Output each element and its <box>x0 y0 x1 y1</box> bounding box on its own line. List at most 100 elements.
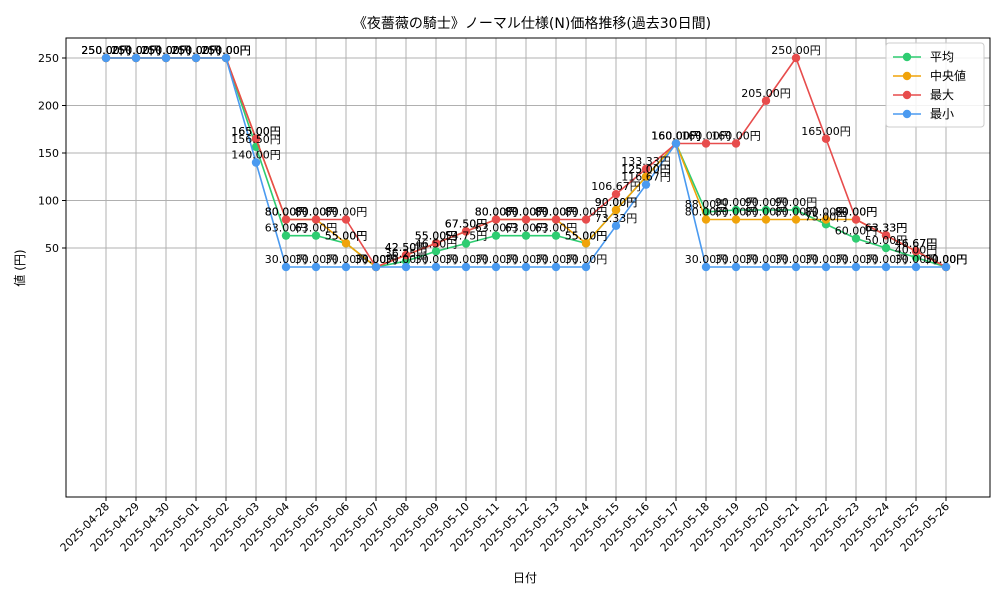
series-0-data-label: 46.50円 <box>415 237 458 250</box>
series-0-data-label: 50.00円 <box>865 234 908 247</box>
series-1-data-label: 250.00円 <box>81 44 131 57</box>
series-3-data-label: 30.00円 <box>445 253 488 266</box>
series-2-point <box>251 134 261 143</box>
series-3-point <box>641 180 651 189</box>
series-3-data-label: 30.00円 <box>925 253 968 266</box>
series-2-point <box>401 250 411 260</box>
series-3-point <box>581 262 591 272</box>
series-3-point <box>671 139 681 148</box>
series-3-data-label: 30.00円 <box>355 253 398 266</box>
series-1-data-label: 80.00円 <box>835 206 878 219</box>
series-0-data-label: 250.00円 <box>111 44 161 57</box>
series-1-data-label: 80.00円 <box>475 206 518 219</box>
series-0-data-label: 63.00円 <box>535 222 578 235</box>
data-labels: 250.00円250.00円250.00円250.00円250.00円156.5… <box>81 44 967 266</box>
series-0-data-label: 90.00円 <box>715 196 758 209</box>
series-3-data-label: 30.00円 <box>265 253 308 266</box>
series-2-data-label: 80.00円 <box>295 206 338 219</box>
series-1-data-label: 80.00円 <box>745 206 788 219</box>
series-1-data-label: 250.00円 <box>171 44 221 57</box>
series-2-point <box>851 215 861 224</box>
series-2-point <box>821 134 831 143</box>
series-3-point <box>461 262 471 272</box>
series-2-data-label: 80.00円 <box>325 206 368 219</box>
series-3-data-label: 73.33円 <box>595 212 638 225</box>
series-3-data-label: 30.00円 <box>505 253 548 266</box>
series-3-point <box>821 262 831 272</box>
series-2-point <box>551 215 561 224</box>
series-0-data-label: 90.00円 <box>595 196 638 209</box>
series-1-data-label: 30.00円 <box>925 253 968 266</box>
series-0-data-label: 125.00円 <box>621 163 671 176</box>
series-3-data-label: 30.00円 <box>295 253 338 266</box>
series-3-point <box>611 221 621 231</box>
series-2-point <box>881 231 891 240</box>
series-2-data-label: 30.00円 <box>355 253 398 266</box>
series-3-data-label: 250.00円 <box>201 44 251 57</box>
series-1-data-label: 42.50円 <box>385 241 428 254</box>
series-0-data-label: 55.00円 <box>565 229 608 242</box>
series-1-data-label: 30.00円 <box>355 253 398 266</box>
series-2-data-label: 250.00円 <box>81 44 131 57</box>
series-3-data-label: 30.00円 <box>565 253 608 266</box>
y-tick-label: 150 <box>38 147 59 160</box>
series-2-data-label: 250.00円 <box>141 44 191 57</box>
series-3-point <box>911 262 921 272</box>
series-2-data-label: 205.00円 <box>741 87 791 100</box>
series-0-data-label: 250.00円 <box>171 44 221 57</box>
series-2-point <box>491 215 501 224</box>
series-0-data-label: 55.00円 <box>325 229 368 242</box>
series-2-point <box>911 246 921 256</box>
series-1-data-label: 250.00円 <box>201 44 251 57</box>
series-1-data-label: 250.00円 <box>111 44 161 57</box>
series-0-data-label: 250.00円 <box>81 44 131 57</box>
series-1-data-label: 55.00円 <box>325 229 368 242</box>
series-0-data-label: 63.00円 <box>475 222 518 235</box>
series-1-data-label: 80.00円 <box>685 206 728 219</box>
series-3-data-label: 160.00円 <box>651 130 701 143</box>
series-1-data-label: 46.67円 <box>895 237 938 250</box>
series-3-point <box>551 262 561 272</box>
series-0-data-label: 54.75円 <box>445 229 488 242</box>
series-3-data-label: 30.00円 <box>835 253 878 266</box>
series-2-data-label: 165.00円 <box>801 125 851 138</box>
series-3-point <box>401 262 411 272</box>
series-0-data-label: 63.00円 <box>295 222 338 235</box>
series-0-data-label: 63.00円 <box>265 222 308 235</box>
series-3-data-label: 30.00円 <box>895 253 938 266</box>
series-3-data-label: 30.00円 <box>805 253 848 266</box>
series-0-point <box>761 205 771 215</box>
series-2-data-label: 42.50円 <box>385 241 428 254</box>
series-0-point <box>791 205 801 215</box>
series-2-data-label: 80.00円 <box>505 206 548 219</box>
series-0-data-label: 63.00円 <box>505 222 548 235</box>
series-1-data-label: 55.00円 <box>415 229 458 242</box>
series-1-point <box>581 239 591 248</box>
series-3-point <box>731 262 741 272</box>
series-2-data-label: 250.00円 <box>111 44 161 57</box>
series-0-point <box>401 256 411 266</box>
chart-title: 《夜薔薇の騎士》ノーマル仕様(N)価格推移(過去30日間) <box>353 16 711 32</box>
series-3-point <box>791 262 801 272</box>
series-2-point <box>761 96 771 105</box>
series-3-data-label: 250.00円 <box>111 44 161 57</box>
series-1-data-label: 125.00円 <box>621 163 671 176</box>
series-3-data-label: 250.00円 <box>171 44 221 57</box>
series-2-data-label: 106.67円 <box>591 180 641 193</box>
legend-marker-0 <box>902 52 912 62</box>
series-2-data-label: 160.00円 <box>681 130 731 143</box>
series-3-data-label: 30.00円 <box>775 253 818 266</box>
series-3-data-label: 250.00円 <box>81 44 131 57</box>
series-0-point <box>491 231 501 240</box>
y-tick-label: 100 <box>38 195 59 208</box>
series-2-data-label: 80.00円 <box>565 206 608 219</box>
series-3-data-label: 30.00円 <box>325 253 368 266</box>
series-1-point <box>641 172 651 181</box>
legend-label-1: 中央値 <box>930 68 966 83</box>
legend-marker-1 <box>902 71 912 81</box>
series-1-data-label: 80.00円 <box>505 206 548 219</box>
series-2-data-label: 46.67円 <box>895 237 938 250</box>
series-0-data-label: 75.00円 <box>805 210 848 223</box>
series-0-data-label: 30.00円 <box>355 253 398 266</box>
